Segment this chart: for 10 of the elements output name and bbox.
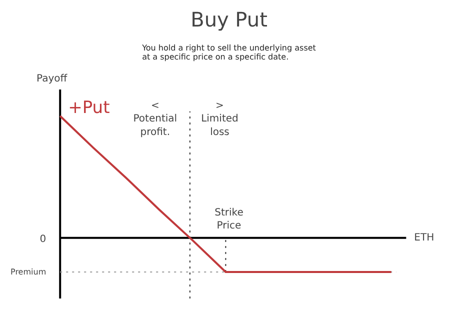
- chart-title: Buy Put: [190, 8, 268, 32]
- text: 0: [40, 234, 46, 245]
- chart-subtitle: You hold a right to sell the underlying asset at a specific price on a specific date.: [141, 44, 316, 62]
- series-label: +Put: [68, 98, 110, 118]
- x-axis-title: ETH: [414, 232, 434, 244]
- annotation: < Potential profit.: [133, 100, 178, 138]
- y-axis-title: Payoff: [36, 74, 68, 84]
- annotation: > Limited loss: [201, 100, 238, 138]
- text: Premium: [10, 267, 46, 276]
- annotation: Strike Price: [214, 207, 244, 232]
